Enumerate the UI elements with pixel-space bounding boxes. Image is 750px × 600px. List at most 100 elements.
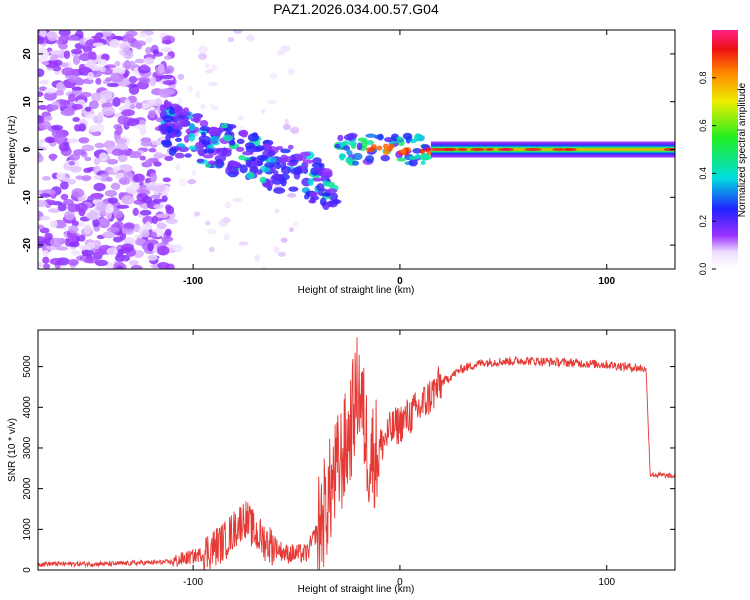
spectrogram-cell: [162, 80, 176, 86]
spectrogram-cell: [161, 195, 168, 203]
spectrogram-cell: [311, 162, 323, 168]
figure-title: PAZ1.2026.034.00.57.G04: [273, 1, 439, 17]
colorbar-tick-label: 0.0: [698, 263, 708, 276]
spectrogram-cell: [352, 160, 360, 166]
spectrogram-cell: [122, 49, 134, 60]
spectrogram-cell: [338, 142, 346, 148]
colorbar-label: Normalized spectral amplitude: [737, 82, 748, 217]
snr-ytick-label: 4000: [22, 396, 33, 419]
spectrogram-cell: [140, 140, 153, 147]
spectrogram-cell: [44, 115, 53, 121]
spectrogram-cell: [151, 140, 165, 146]
spectrogram-cell: [55, 89, 65, 96]
spectrogram-cell: [161, 47, 173, 53]
spectrogram-cell: [299, 151, 311, 157]
spectrogram-ytick-label: 20: [22, 48, 33, 60]
spectrogram-cell: [148, 109, 157, 119]
spectrogram-cell: [129, 104, 136, 110]
spectrogram-cell: [93, 175, 103, 180]
spectrogram-cell: [60, 109, 75, 116]
spectrogram-cell: [485, 148, 494, 151]
spectrogram-cell: [256, 154, 269, 161]
spectrogram-cell: [84, 256, 99, 264]
spectrogram-cell: [133, 249, 145, 258]
spectrogram-cell: [39, 30, 47, 38]
spectrogram-cell: [79, 91, 92, 98]
spectrogram-cell: [134, 58, 145, 64]
colorbar-tick-label: 0.6: [698, 119, 708, 132]
spectrogram-cell: [287, 192, 297, 198]
spectrogram-cell: [156, 213, 169, 219]
spectrogram-cell: [84, 106, 92, 112]
spectrogram-cell: [420, 160, 426, 165]
spectrogram-cell: [112, 236, 123, 243]
spectrogram-cell: [126, 118, 140, 127]
spectrogram-cell: [259, 176, 267, 184]
spectrogram-cell: [369, 146, 376, 152]
spectrogram-cell: [114, 60, 121, 67]
spectrogram-cell: [49, 49, 63, 55]
spectrogram-cell: [193, 211, 201, 217]
spectrogram-cell: [321, 192, 331, 197]
spectrogram-cell: [71, 188, 85, 198]
spectrogram-cell: [75, 202, 88, 213]
spectrogram-cell: [280, 148, 291, 154]
spectrogram-cell: [120, 110, 132, 116]
spectrogram-cell: [337, 134, 344, 142]
spectrogram-xtick-label: -100: [183, 276, 203, 287]
spectrogram-cell: [152, 49, 159, 55]
spectrogram-cell: [81, 175, 92, 181]
spectrogram-ytick-label: 10: [22, 96, 33, 108]
spectrogram-cell: [470, 148, 486, 151]
spectrogram-cell: [67, 93, 76, 103]
spectrogram-cell: [145, 36, 153, 43]
spectrogram-cell: [98, 152, 108, 162]
spectrogram-cell: [211, 106, 219, 111]
spectrogram-cell: [357, 137, 368, 142]
spectrogram-cell: [280, 165, 292, 175]
spectrogram-cell: [290, 126, 300, 134]
spectrogram-cell: [135, 102, 143, 110]
spectrogram-cell: [157, 63, 165, 74]
spectrogram-cell: [101, 102, 114, 108]
spectrogram-cell: [114, 254, 126, 262]
spectrogram-cell: [39, 215, 51, 221]
spectrogram-cell: [275, 162, 281, 170]
spectrogram-cell: [177, 73, 185, 80]
spectrogram-cell: [210, 64, 218, 70]
spectrogram-cell: [188, 123, 196, 131]
spectrogram-cell: [309, 191, 318, 198]
spectrogram-cell: [39, 79, 49, 85]
spectrogram-cell: [147, 254, 158, 261]
spectrogram-cell: [42, 263, 51, 269]
spectrogram-cell: [83, 167, 92, 174]
spectrogram-cell: [251, 132, 258, 137]
spectrogram-cell: [272, 170, 279, 175]
spectrogram-cell: [87, 71, 94, 81]
spectrogram-cell: [232, 197, 243, 203]
spectrogram-cell: [183, 135, 190, 143]
spectrogram-cell: [152, 198, 164, 203]
snr-xtick-label: -100: [183, 577, 203, 588]
spectrogram-cell: [39, 193, 52, 198]
spectrogram-cell: [183, 107, 190, 114]
spectrogram-cell: [63, 50, 71, 60]
spectrogram-cell: [196, 158, 204, 163]
spectrogram-cell: [124, 98, 131, 109]
spectrogram-cell: [402, 132, 413, 140]
spectrogram-cell: [57, 203, 67, 212]
spectrogram-cell: [114, 137, 128, 145]
spectrogram-xlabel: Height of straight line (km): [298, 285, 415, 296]
spectrogram-cell: [205, 220, 211, 226]
spectrogram-cell: [177, 97, 182, 105]
spectrogram-cell: [110, 182, 121, 191]
spectrogram-cell: [128, 76, 138, 84]
spectrogram-cell: [209, 103, 214, 108]
spectrogram-cell: [58, 142, 70, 152]
spectrogram-cell: [161, 88, 176, 95]
spectrogram-cell: [220, 123, 229, 129]
spectrogram-cell: [233, 161, 241, 168]
